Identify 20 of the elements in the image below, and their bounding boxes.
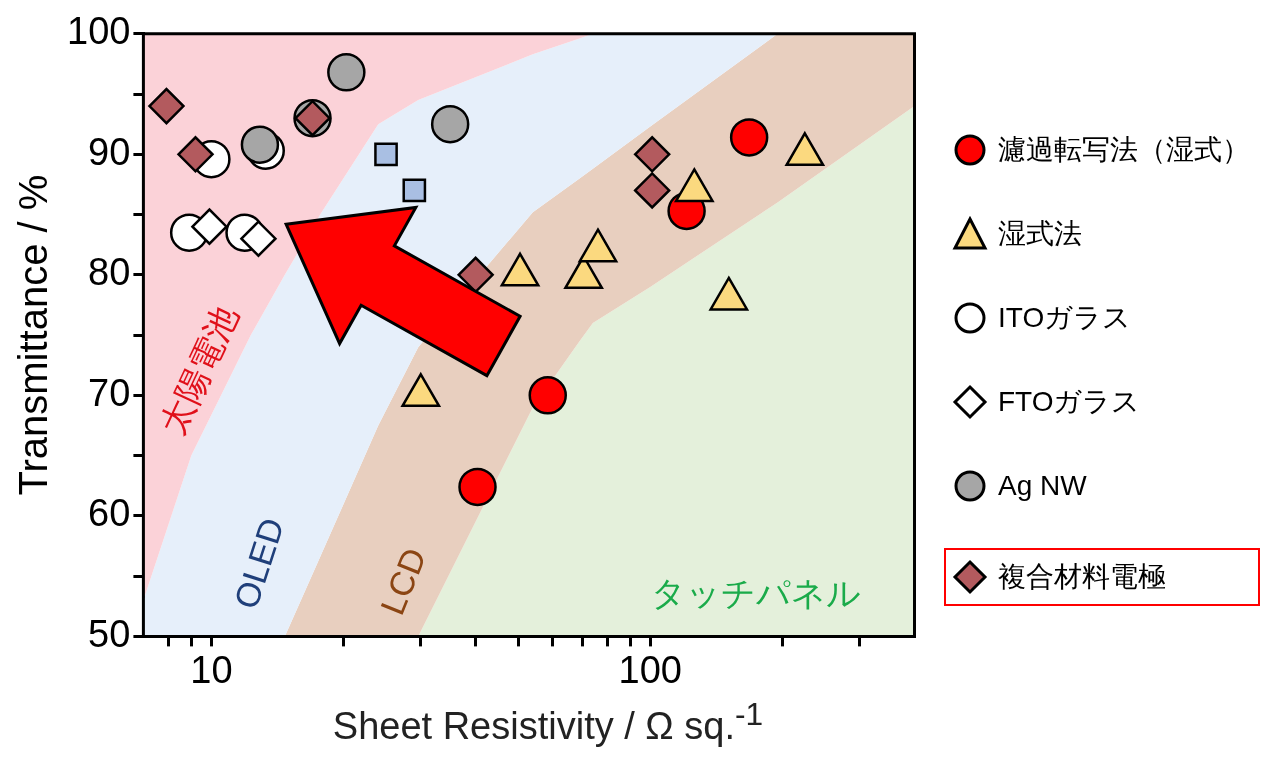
- annotation: OLED: [226, 513, 292, 614]
- legend-label: 濾過転写法（湿式）: [998, 133, 1250, 167]
- y-tick-label: 80: [88, 251, 131, 294]
- x-tick-label: 10: [190, 648, 233, 691]
- x-axis-title: Sheet Resistivity / Ω sq.$^{-1}$: [331, 696, 765, 748]
- annotation: タッチパネル: [650, 573, 861, 612]
- legend-label: 複合材料電極: [998, 560, 1166, 594]
- y-tick-label: 60: [88, 492, 131, 535]
- y-tick-label: 90: [88, 130, 131, 173]
- y-tick-label: 70: [88, 371, 131, 414]
- annotation: LCD: [372, 542, 434, 620]
- y-tick-label: 100: [67, 10, 131, 53]
- legend-label: Ag NW: [998, 470, 1087, 502]
- annotation: 太陽電池: [153, 300, 246, 440]
- legend-label: 湿式法: [998, 217, 1082, 251]
- y-axis-title: Transmittance / %: [11, 174, 56, 496]
- highlight-frame: 複合材料電極: [944, 548, 1260, 606]
- y-tick-label: 50: [88, 612, 131, 655]
- legend-label: FTOガラス: [998, 385, 1141, 419]
- legend-label: ITOガラス: [998, 301, 1132, 335]
